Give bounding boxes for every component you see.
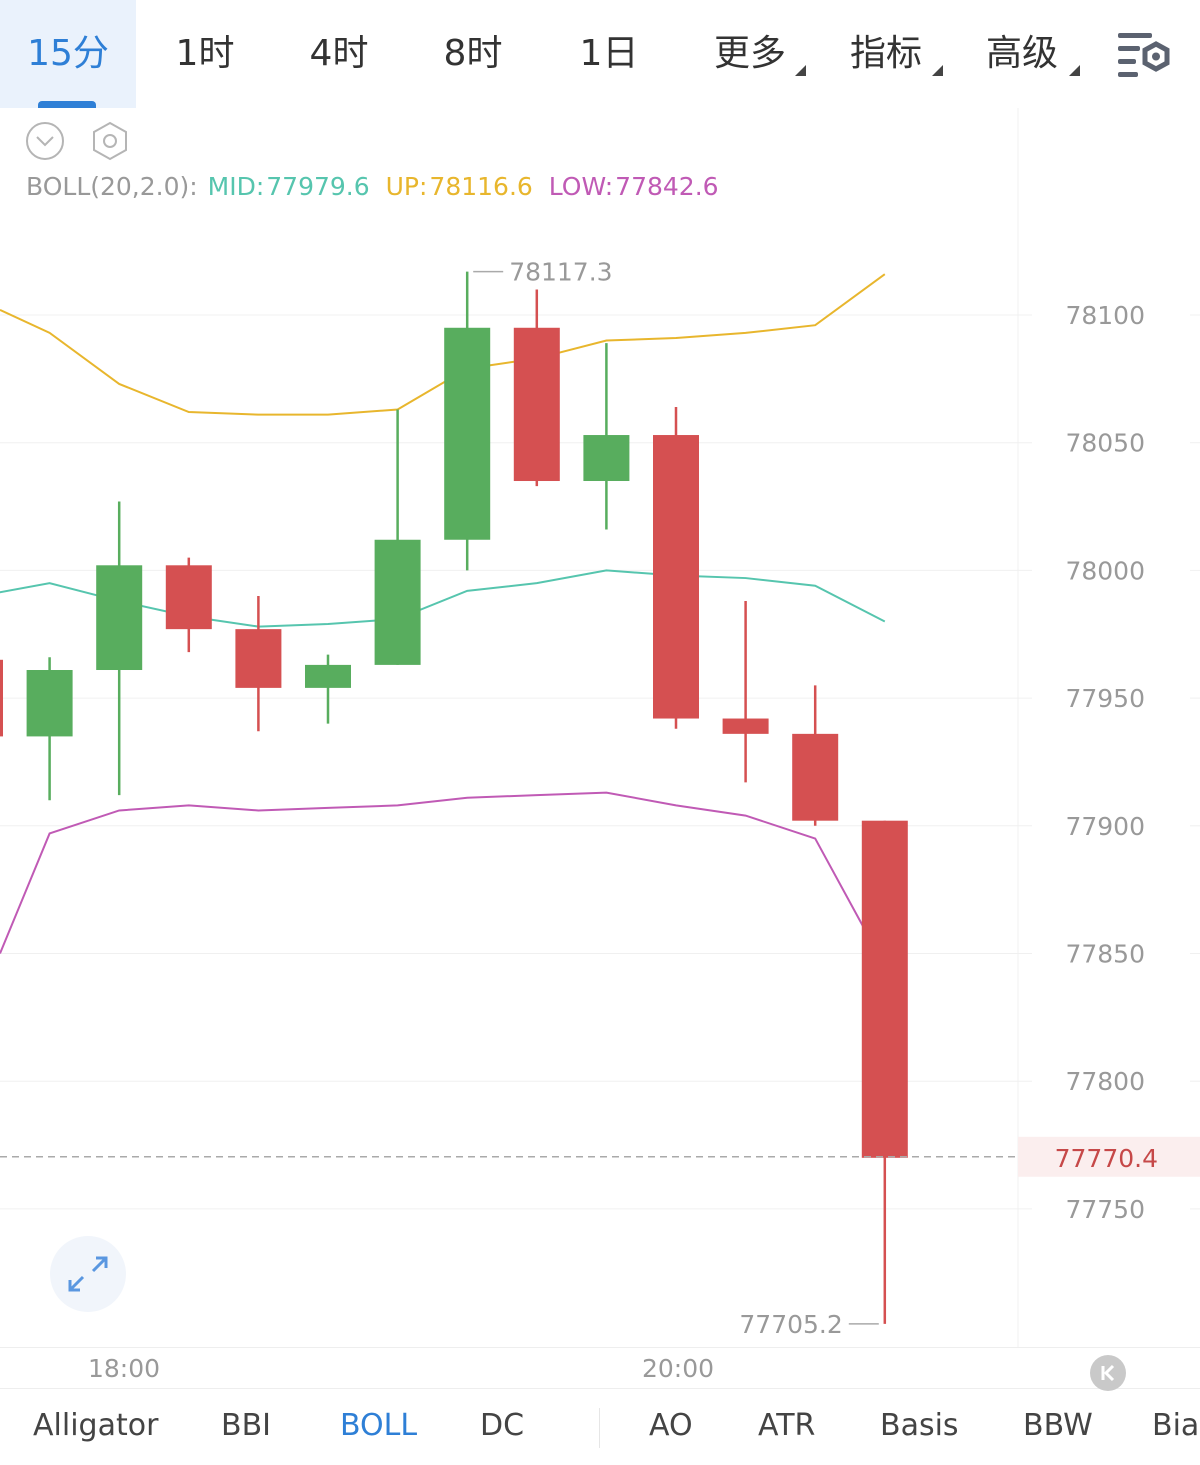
tab-1h[interactable]: 1时	[150, 0, 260, 108]
bear-candle-body	[165, 565, 212, 630]
tab-8h-label: 8时	[443, 33, 503, 74]
indicator-basis[interactable]: Basis	[880, 1408, 959, 1443]
boll-legend-prefix: BOLL(20,2.0):	[26, 172, 198, 201]
time-axis: 18:00 20:00	[0, 1347, 1200, 1389]
bull-candle-body	[305, 664, 351, 688]
price-tick-label: 77750	[1065, 1195, 1145, 1224]
bull-candle-body	[444, 327, 491, 540]
tab-4h[interactable]: 4时	[284, 0, 394, 108]
price-tick-label: 77800	[1065, 1067, 1145, 1096]
indicators-menu[interactable]: 指标	[836, 0, 936, 108]
time-label-2000: 20:00	[642, 1354, 715, 1383]
low-price-label: 77705.2	[739, 1310, 842, 1339]
boll-up-value: 78116.6	[429, 172, 533, 201]
tab-1d[interactable]: 1日	[554, 0, 664, 108]
tab-1h-label: 1时	[175, 33, 235, 74]
indicator-bbi[interactable]: BBI	[221, 1408, 272, 1443]
active-tab-indicator	[38, 101, 96, 108]
bear-candle-body	[513, 327, 560, 482]
timeframe-bar: 15分 1时 4时 8时 1日 更多 指标 高级	[0, 0, 1200, 108]
advanced-menu-label: 高级	[985, 33, 1058, 74]
more-dropdown-icon	[795, 65, 806, 76]
bull-candle-body	[96, 565, 143, 671]
boll-lower-line	[0, 791, 886, 967]
tab-4h-label: 4时	[309, 33, 369, 74]
scroll-to-latest-button[interactable]	[1090, 1355, 1126, 1391]
bear-candle-body	[792, 733, 839, 821]
boll-low-value: 77842.6	[615, 172, 719, 201]
bull-candle-body	[26, 670, 73, 737]
indicator-alligator[interactable]: Alligator	[33, 1408, 159, 1443]
boll-mid-value: 77979.6	[266, 172, 370, 201]
bull-candle-body	[374, 539, 421, 665]
boll-mid-label: MID:	[207, 172, 265, 201]
indicator-atr[interactable]: ATR	[758, 1408, 816, 1443]
collapse-chevron-icon[interactable]	[25, 121, 65, 161]
candlestick-chart[interactable]: 78100 78050 78000 77950 77900 77850 77800 77750…	[0, 108, 1200, 1347]
last-price-tag	[1018, 1136, 1200, 1177]
price-tick-label: 77900	[1065, 812, 1145, 841]
time-label-1800: 18:00	[88, 1354, 161, 1383]
fullscreen-button[interactable]	[50, 1236, 126, 1312]
price-tick-label: 78000	[1065, 556, 1145, 585]
indicator-divider	[599, 1408, 600, 1448]
price-tick-label: 77850	[1065, 940, 1145, 969]
indicator-settings-icon[interactable]	[90, 121, 130, 161]
chart-settings-icon[interactable]	[1116, 30, 1174, 80]
indicator-bias[interactable]: Bias	[1152, 1408, 1200, 1443]
boll-upper-line	[0, 273, 886, 416]
price-axis: 78100 78050 78000 77950 77900 77850 77800 77750…	[0, 258, 1200, 1339]
bear-candle-body	[0, 659, 3, 737]
boll-legend: BOLL(20,2.0): MID:77979.6 UP:78116.6 LOW…	[26, 172, 721, 201]
bear-candle-body	[235, 629, 282, 688]
indicator-dc[interactable]: DC	[480, 1408, 525, 1443]
boll-low-label: LOW:	[548, 172, 614, 201]
bull-candle-body	[583, 435, 630, 482]
tab-15m-label: 15分	[27, 33, 109, 74]
expand-arrows-icon	[68, 1256, 108, 1292]
tab-15m[interactable]: 15分	[0, 0, 136, 108]
tab-1d-label: 1日	[579, 33, 639, 74]
advanced-dropdown-icon	[1069, 65, 1080, 76]
last-price-label: 77770.4	[1055, 1144, 1158, 1173]
skip-to-end-icon	[1101, 1364, 1115, 1382]
more-menu-label: 更多	[713, 33, 786, 74]
indicator-bbw[interactable]: BBW	[1023, 1408, 1093, 1443]
candles	[0, 271, 908, 1324]
price-tick-label: 77950	[1065, 684, 1145, 713]
indicators-menu-label: 指标	[849, 33, 922, 74]
indicator-boll[interactable]: BOLL	[340, 1408, 418, 1443]
boll-up-label: UP:	[385, 172, 428, 201]
advanced-menu[interactable]: 高级	[972, 0, 1072, 108]
bear-candle-body	[722, 718, 769, 734]
price-tick-label: 78050	[1065, 429, 1145, 458]
bear-candle-body	[653, 435, 699, 719]
tab-8h[interactable]: 8时	[418, 0, 528, 108]
indicator-bar: Alligator BBI BOLL DC AO ATR Basis BBW B…	[0, 1388, 1200, 1465]
bear-candle-body	[861, 820, 908, 1158]
indicators-dropdown-icon	[932, 65, 943, 76]
more-menu[interactable]: 更多	[700, 0, 800, 108]
price-tick-label: 78100	[1065, 301, 1145, 330]
high-price-label: 78117.3	[509, 258, 612, 287]
indicator-ao[interactable]: AO	[649, 1408, 693, 1443]
